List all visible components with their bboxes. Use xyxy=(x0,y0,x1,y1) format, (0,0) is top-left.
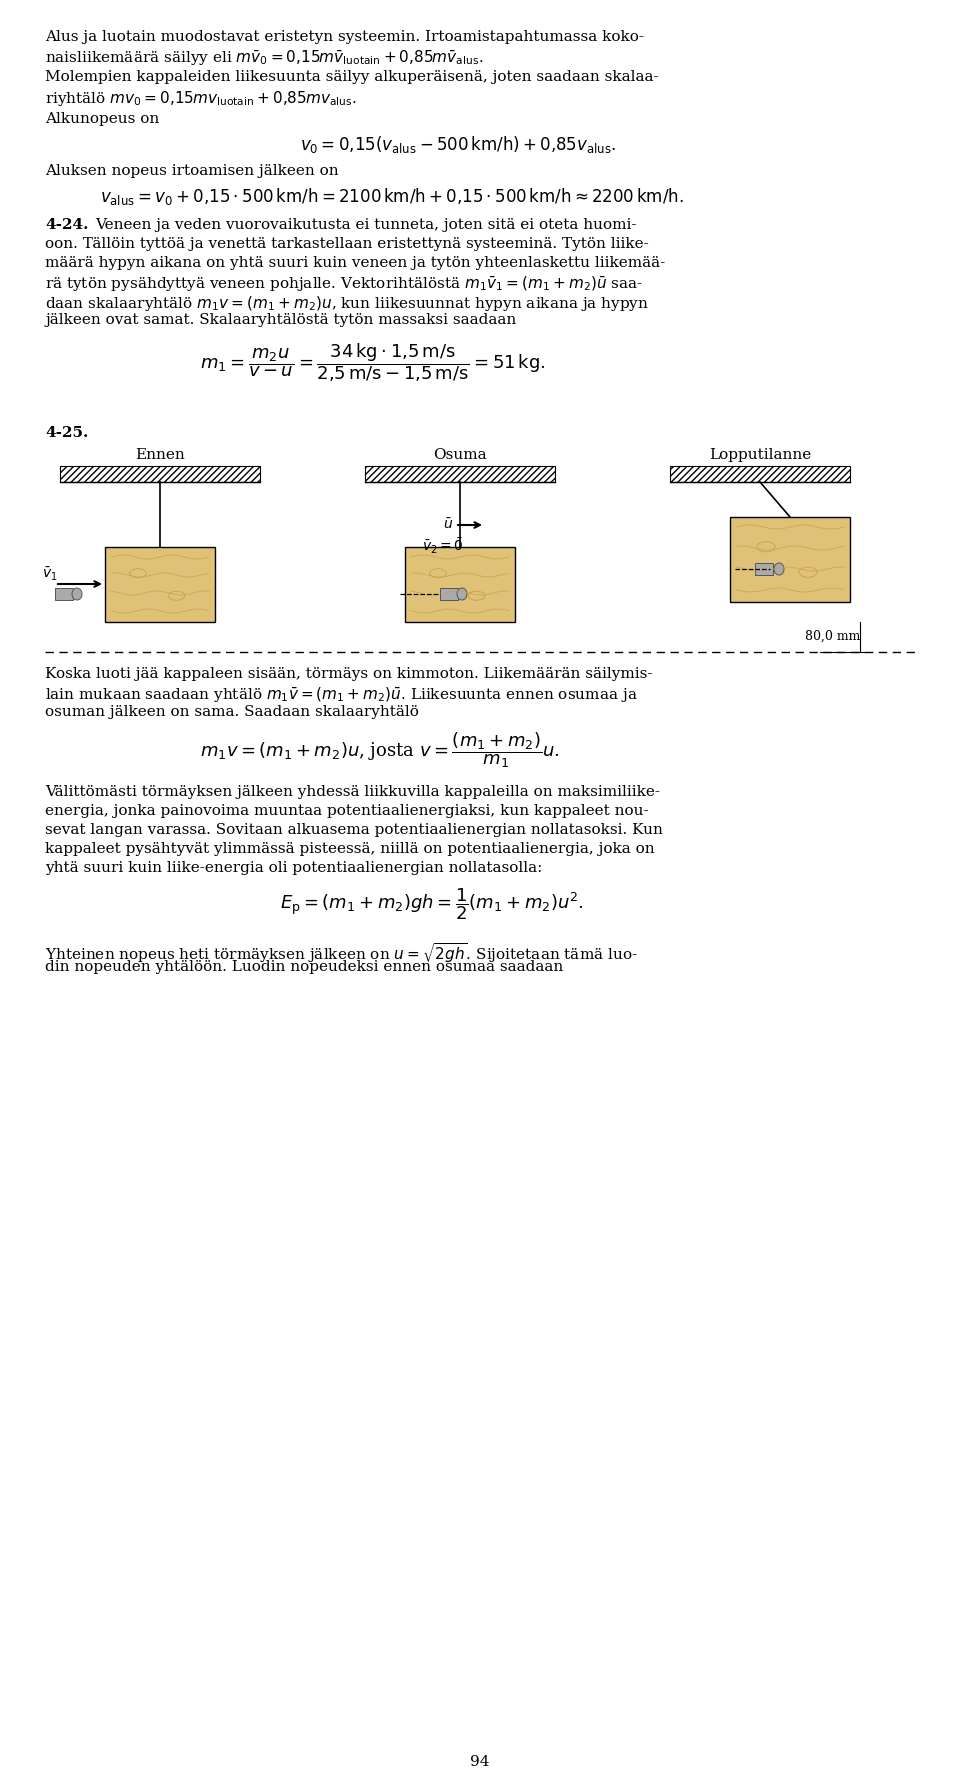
Text: 80,0 mm: 80,0 mm xyxy=(805,630,860,643)
Text: din nopeuden yhtälöön. Luodin nopeudeksi ennen osumaa saadaan: din nopeuden yhtälöön. Luodin nopeudeksi… xyxy=(45,961,564,973)
Text: määrä hypyn aikana on yhtä suuri kuin veneen ja tytön yhteenlaskettu liikemää-: määrä hypyn aikana on yhtä suuri kuin ve… xyxy=(45,256,665,270)
Text: Osuma: Osuma xyxy=(433,448,487,462)
Text: sevat langan varassa. Sovitaan alkuasema potentiaalienergian nollatasoksi. Kun: sevat langan varassa. Sovitaan alkuasema… xyxy=(45,822,662,836)
Bar xyxy=(405,547,515,622)
Text: Yhteinen nopeus heti törmäyksen jälkeen on $u = \sqrt{2gh}$. Sijoitetaan tämä lu: Yhteinen nopeus heti törmäyksen jälkeen … xyxy=(45,941,637,964)
Bar xyxy=(730,517,850,602)
Bar xyxy=(55,588,73,600)
Bar xyxy=(755,563,773,575)
Text: rä tytön pysähdyttyä veneen pohjalle. Vektorihtälöstä $m_1\bar{v}_1 = (m_1 + m_2: rä tytön pysähdyttyä veneen pohjalle. Ve… xyxy=(45,275,643,295)
Text: naisliikemäärä säilyy eli $m\bar{v}_0 = 0{,}15m\bar{v}_\mathrm{luotain} + 0{,}85: naisliikemäärä säilyy eli $m\bar{v}_0 = … xyxy=(45,50,484,67)
Text: osuman jälkeen on sama. Saadaan skalaaryhtälö: osuman jälkeen on sama. Saadaan skalaary… xyxy=(45,705,419,719)
Text: $m_1 v = (m_1 + m_2)u$, josta $v = \dfrac{(m_1 + m_2)}{m_1}u$.: $m_1 v = (m_1 + m_2)u$, josta $v = \dfra… xyxy=(200,730,560,769)
Text: Alus ja luotain muodostavat eristetyn systeemin. Irtoamistapahtumassa koko-: Alus ja luotain muodostavat eristetyn sy… xyxy=(45,30,644,44)
Text: 94: 94 xyxy=(470,1755,490,1769)
Text: Molempien kappaleiden liikesuunta säilyy alkuperäisenä, joten saadaan skalaa-: Molempien kappaleiden liikesuunta säilyy… xyxy=(45,69,659,83)
Bar xyxy=(440,588,458,600)
Text: $E_\mathrm{p} = (m_1 + m_2)gh = \dfrac{1}{2}(m_1 + m_2)u^2$.: $E_\mathrm{p} = (m_1 + m_2)gh = \dfrac{1… xyxy=(280,886,584,922)
Text: yhtä suuri kuin liike-energia oli potentiaalienergian nollatasolla:: yhtä suuri kuin liike-energia oli potent… xyxy=(45,861,542,876)
Text: $\bar{v}_1$: $\bar{v}_1$ xyxy=(42,567,58,583)
Text: kappaleet pysähtyvät ylimmässä pisteessä, niillä on potentiaalienergia, joka on: kappaleet pysähtyvät ylimmässä pisteessä… xyxy=(45,842,655,856)
Text: daan skalaaryhtälö $m_1 v = (m_1 + m_2)u$, kun liikesuunnat hypyn aikana ja hypy: daan skalaaryhtälö $m_1 v = (m_1 + m_2)u… xyxy=(45,295,649,313)
Text: $v_0 = 0{,}15(v_\mathrm{alus} - 500\,\mathrm{km/h}) + 0{,}85v_\mathrm{alus}$.: $v_0 = 0{,}15(v_\mathrm{alus} - 500\,\ma… xyxy=(300,133,616,155)
Bar xyxy=(60,465,260,481)
Ellipse shape xyxy=(457,588,467,600)
Text: 4-24.: 4-24. xyxy=(45,218,88,233)
Text: $m_1 = \dfrac{m_2 u}{v - u} = \dfrac{34\,\mathrm{kg} \cdot 1{,}5\,\mathrm{m/s}}{: $m_1 = \dfrac{m_2 u}{v - u} = \dfrac{34\… xyxy=(200,341,546,384)
Text: Ennen: Ennen xyxy=(135,448,185,462)
Text: Koska luoti jää kappaleen sisään, törmäys on kimmoton. Liikemäärän säilymis-: Koska luoti jää kappaleen sisään, törmäy… xyxy=(45,668,653,680)
Bar xyxy=(105,547,215,622)
Bar xyxy=(365,465,555,481)
Text: Lopputilanne: Lopputilanne xyxy=(708,448,811,462)
Ellipse shape xyxy=(774,563,784,575)
Text: riyhtälö $mv_0 = 0{,}15mv_\mathrm{luotain} + 0{,}85mv_\mathrm{alus}$.: riyhtälö $mv_0 = 0{,}15mv_\mathrm{luotai… xyxy=(45,89,357,108)
Text: 4-25.: 4-25. xyxy=(45,426,88,440)
Text: energia, jonka painovoima muuntaa potentiaalienergiaksi, kun kappaleet nou-: energia, jonka painovoima muuntaa potent… xyxy=(45,805,649,819)
Text: Välittömästi törmäyksen jälkeen yhdessä liikkuvilla kappaleilla on maksimiliike-: Välittömästi törmäyksen jälkeen yhdessä … xyxy=(45,785,660,799)
Text: $\bar{u}$: $\bar{u}$ xyxy=(443,517,453,531)
Text: oon. Tällöin tyttöä ja venettä tarkastellaan eristettynä systeeminä. Tytön liike: oon. Tällöin tyttöä ja venettä tarkastel… xyxy=(45,236,649,250)
Text: Veneen ja veden vuorovaikutusta ei tunneta, joten sitä ei oteta huomi-: Veneen ja veden vuorovaikutusta ei tunne… xyxy=(95,218,636,233)
Text: $v_\mathrm{alus} = v_0 + 0{,}15 \cdot 500\,\mathrm{km/h} = 2100\,\mathrm{km/h} +: $v_\mathrm{alus} = v_0 + 0{,}15 \cdot 50… xyxy=(100,186,684,208)
Text: Alkunopeus on: Alkunopeus on xyxy=(45,112,159,126)
Bar xyxy=(670,465,850,481)
Text: jälkeen ovat samat. Skalaaryhtälöstä tytön massaksi saadaan: jälkeen ovat samat. Skalaaryhtälöstä tyt… xyxy=(45,313,516,327)
Text: lain mukaan saadaan yhtälö $m_1\bar{v} = (m_1 + m_2)\bar{u}$. Liikesuunta ennen : lain mukaan saadaan yhtälö $m_1\bar{v} =… xyxy=(45,686,637,705)
Text: Aluksen nopeus irtoamisen jälkeen on: Aluksen nopeus irtoamisen jälkeen on xyxy=(45,163,339,178)
Ellipse shape xyxy=(72,588,82,600)
Text: $\bar{v}_2 = \bar{0}$: $\bar{v}_2 = \bar{0}$ xyxy=(422,536,464,556)
